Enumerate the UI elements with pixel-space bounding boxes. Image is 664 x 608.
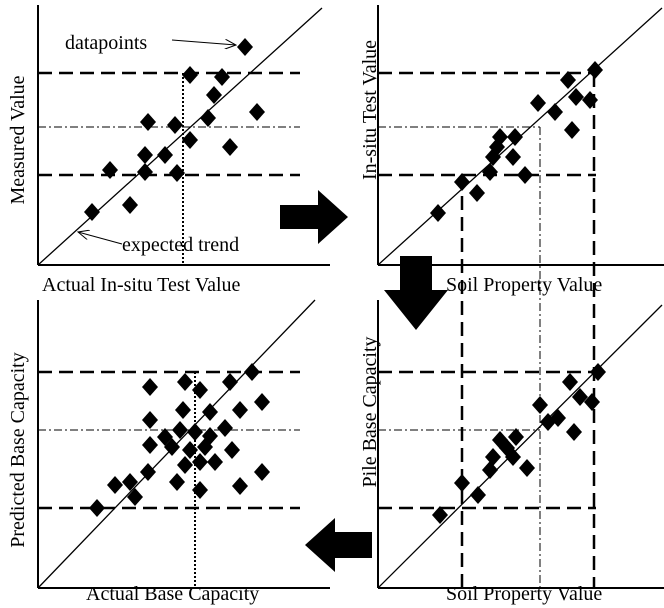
datapoint [499, 439, 515, 457]
datapoint [540, 413, 556, 431]
trend-line [37, 7, 323, 266]
datapoint [164, 438, 180, 456]
y-label: Measured Value [7, 75, 29, 204]
y-label: Predicted Base Capacity [7, 352, 29, 548]
datapoint [532, 396, 548, 414]
annotation: expected trend [122, 234, 239, 256]
trend-line [377, 304, 663, 589]
datapoint [470, 486, 486, 504]
datapoint [572, 388, 588, 406]
x-label: Actual Base Capacity [86, 583, 259, 605]
datapoint [137, 146, 153, 164]
datapoint [530, 94, 546, 112]
datapoint [187, 423, 203, 441]
datapoint [517, 166, 533, 184]
datapoint [172, 421, 188, 439]
datapoint [102, 161, 118, 179]
datapoint [508, 428, 524, 446]
datapoint [582, 91, 598, 109]
datapoint [192, 481, 208, 499]
datapoint [182, 131, 198, 149]
datapoint [249, 103, 265, 121]
flow-arrow [384, 256, 448, 330]
datapoint [568, 88, 584, 106]
datapoint [169, 164, 185, 182]
datapoint [584, 393, 600, 411]
flow-arrow [305, 518, 372, 572]
datapoint [237, 38, 253, 56]
datapoint [454, 173, 470, 191]
datapoint [142, 411, 158, 429]
datapoint [200, 109, 216, 127]
datapoint [192, 453, 208, 471]
datapoint [177, 373, 193, 391]
datapoint [482, 163, 498, 181]
datapoint [142, 436, 158, 454]
datapoint [547, 103, 563, 121]
datapoint [430, 204, 446, 222]
datapoint [217, 419, 233, 437]
x-label: Actual In-situ Test Value [42, 274, 241, 296]
datapoint [84, 203, 100, 221]
datapoint [182, 66, 198, 84]
datapoint [469, 184, 485, 202]
datapoint [224, 441, 240, 459]
datapoint [489, 138, 505, 156]
x-label: Soil Property Value [446, 274, 602, 296]
datapoint [167, 116, 183, 134]
datapoint [232, 401, 248, 419]
datapoint [519, 459, 535, 477]
datapoint [192, 381, 208, 399]
y-label: In-situ Test Value [359, 40, 381, 180]
datapoint [505, 148, 521, 166]
datapoint [432, 506, 448, 524]
flow-arrow [280, 190, 348, 244]
datapoint [564, 121, 580, 139]
datapoint [140, 463, 156, 481]
datapoint [107, 476, 123, 494]
datapoint [89, 499, 105, 517]
datapoint [127, 488, 143, 506]
datapoint [222, 138, 238, 156]
datapoint [254, 393, 270, 411]
datapoint [175, 401, 191, 419]
x-label: Soil Property Value [446, 583, 602, 605]
datapoint [454, 474, 470, 492]
datapoint [207, 453, 223, 471]
pointer [78, 232, 123, 245]
datapoint [122, 473, 138, 491]
datapoint [232, 477, 248, 495]
y-label: Pile Base Capacity [359, 336, 381, 487]
datapoint [142, 378, 158, 396]
annotation: datapoints [65, 32, 147, 54]
datapoint [562, 373, 578, 391]
datapoint [587, 61, 603, 79]
datapoint [560, 71, 576, 89]
datapoint [244, 363, 260, 381]
datapoint [140, 113, 156, 131]
datapoint [485, 448, 501, 466]
datapoint [566, 423, 582, 441]
datapoint [202, 403, 218, 421]
datapoint [507, 128, 523, 146]
datapoint [182, 441, 198, 459]
datapoint [157, 146, 173, 164]
datapoint [197, 438, 213, 456]
pointer [171, 40, 236, 45]
datapoint [214, 68, 230, 86]
datapoint [254, 463, 270, 481]
datapoint [122, 196, 138, 214]
datapoint [222, 373, 238, 391]
datapoint [137, 163, 153, 181]
datapoint [206, 86, 222, 104]
datapoint [169, 473, 185, 491]
datapoint [482, 461, 498, 479]
datapoint [590, 363, 606, 381]
datapoint [177, 456, 193, 474]
